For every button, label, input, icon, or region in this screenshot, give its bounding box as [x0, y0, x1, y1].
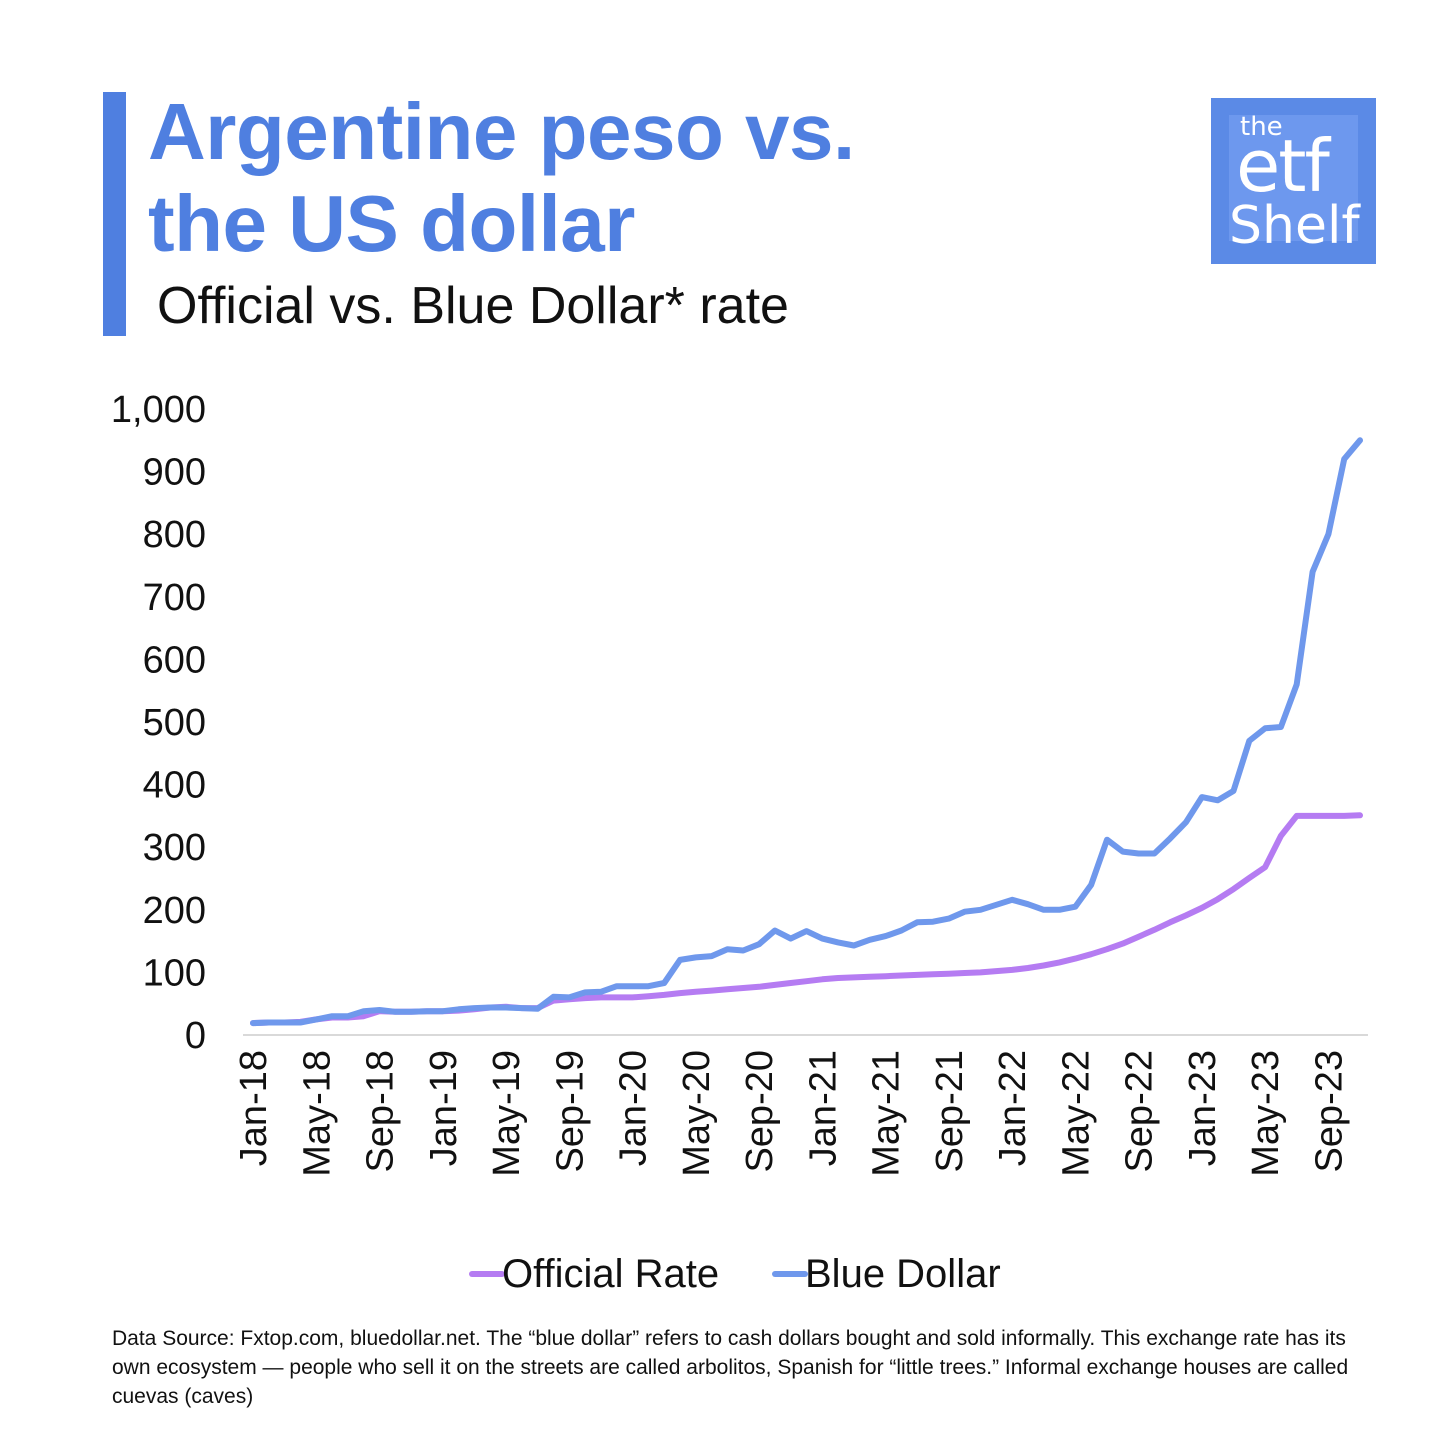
y-tick-label: 900 — [143, 452, 206, 494]
x-tick-label: Jan-19 — [423, 1050, 465, 1166]
x-axis-ticks: Jan-18 May-18 Sep-18 Jan-19 May-19 Sep-19 Jan-… — [233, 1050, 1350, 1177]
chart-subtitle: Official vs. Blue Dollar* rate — [157, 277, 789, 335]
y-tick-label: 200 — [143, 890, 206, 932]
chart-title-line-2: the US dollar — [148, 179, 635, 268]
x-tick-label: Sep-23 — [1308, 1050, 1350, 1173]
y-tick-label: 600 — [143, 639, 206, 681]
x-tick-label: Jan-20 — [613, 1050, 655, 1166]
logo-text-shelf: Shelf — [1229, 196, 1360, 256]
etf-shelf-logo — [1211, 98, 1376, 264]
x-tick-label: May-19 — [486, 1050, 528, 1177]
series-line-official-rate — [250, 812, 1363, 1027]
logo-text-etf: etf — [1236, 124, 1330, 208]
y-tick-label: 500 — [143, 702, 206, 744]
x-tick-label: Sep-22 — [1119, 1050, 1161, 1173]
y-tick-label: 700 — [143, 577, 206, 619]
y-tick-label: 100 — [143, 952, 206, 994]
x-tick-label: Jan-21 — [802, 1050, 844, 1166]
legend-item-blue-dollar: Blue Dollar — [772, 1252, 1001, 1296]
x-tick-label: Sep-20 — [739, 1050, 781, 1173]
series-lines — [250, 437, 1363, 1027]
y-tick-label: 1,000 — [111, 389, 206, 431]
chart-title-line-1: Argentine peso vs. — [148, 87, 855, 176]
legend: Official Rate Blue Dollar — [469, 1252, 1001, 1296]
x-tick-label: Sep-19 — [549, 1050, 591, 1173]
y-tick-label: 400 — [143, 765, 206, 807]
x-tick-label: Jan-22 — [992, 1050, 1034, 1166]
y-tick-label: 0 — [185, 1015, 206, 1057]
logo-inner-panel — [1229, 115, 1358, 241]
logo-text-the: the — [1240, 112, 1283, 142]
legend-label: Official Rate — [502, 1252, 719, 1296]
x-tick-label: Jan-23 — [1182, 1050, 1224, 1166]
y-tick-label: 800 — [143, 514, 206, 556]
x-tick-label: May-21 — [866, 1050, 908, 1177]
x-tick-label: Jan-18 — [233, 1050, 275, 1166]
x-tick-label: May-22 — [1055, 1050, 1097, 1177]
legend-item-official-rate: Official Rate — [469, 1252, 719, 1296]
x-tick-label: May-20 — [676, 1050, 718, 1177]
series-line-blue-dollar — [250, 437, 1363, 1027]
chart-title: Argentine peso vs. the US dollar — [148, 86, 855, 270]
y-tick-label: 300 — [143, 827, 206, 869]
x-tick-label: May-18 — [296, 1050, 338, 1177]
x-tick-label: May-23 — [1245, 1050, 1287, 1177]
data-source-footnote: Data Source: Fxtop.com, bluedollar.net. … — [112, 1327, 1349, 1408]
y-axis-ticks: 0 100 200 300 400 500 600 700 800 900 1,000 — [111, 389, 206, 1057]
x-tick-label: Sep-18 — [360, 1050, 402, 1173]
x-tick-label: Sep-21 — [929, 1050, 971, 1173]
legend-label: Blue Dollar — [805, 1252, 1001, 1296]
title-accent-bar — [103, 92, 126, 336]
